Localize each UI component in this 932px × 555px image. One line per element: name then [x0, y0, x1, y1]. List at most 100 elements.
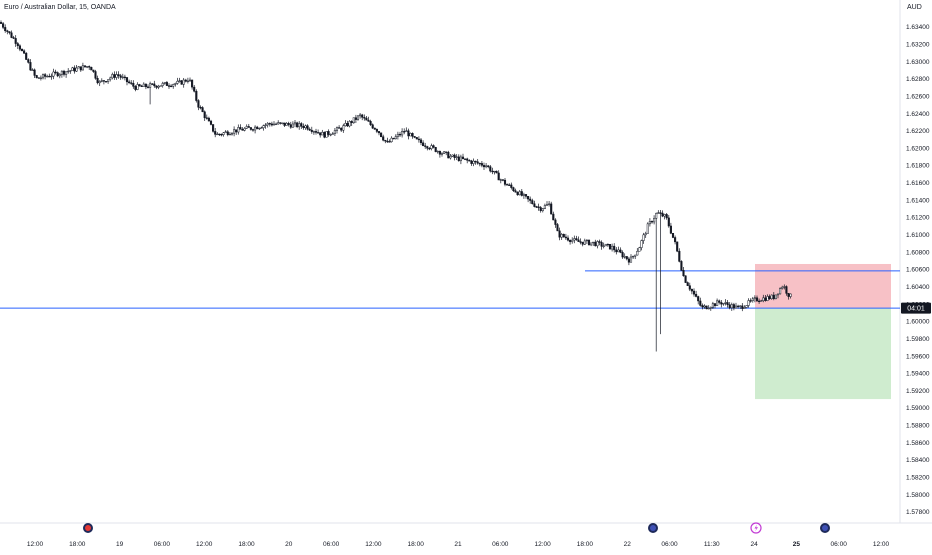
candle-body [695, 293, 698, 297]
candle-body [648, 221, 651, 225]
candle-body [430, 145, 433, 149]
candle-body [291, 123, 294, 128]
candle-body [407, 130, 410, 137]
candle-body [726, 302, 729, 305]
candle-body [264, 124, 267, 126]
candle-body [77, 66, 80, 69]
candle-body [144, 83, 147, 88]
candle-body [161, 83, 164, 86]
candle-body [619, 249, 622, 253]
price-tick-label: 1.61400 [906, 197, 930, 204]
candle-body [464, 158, 467, 160]
price-axis[interactable]: 1.63400 1.63200 1.63000 1.62800 1.62600 1.624… [906, 24, 930, 516]
take-profit-zone[interactable] [755, 308, 891, 400]
candle-body [356, 115, 360, 120]
candle-body [627, 258, 630, 263]
candle-body [415, 137, 418, 140]
candle-body [375, 129, 378, 132]
candle-body [583, 240, 586, 245]
candle-body [434, 147, 437, 152]
candle-body [237, 127, 240, 133]
candle-body [537, 206, 540, 208]
candle-body [751, 298, 754, 301]
candle-body [663, 214, 666, 217]
economic-event-markers[interactable] [83, 522, 830, 534]
candle-body [121, 76, 124, 79]
candle-body [186, 80, 189, 82]
candle-body [340, 127, 343, 131]
time-axis[interactable]: 12:00 18:00 19 06:00 12:00 18:00 20 06:00 12:00 1… [27, 541, 890, 548]
candle-body [69, 70, 72, 72]
candle-body [596, 241, 599, 247]
candle-body [369, 121, 372, 125]
candle-body [308, 128, 311, 131]
price-tick-label: 1.62400 [906, 111, 930, 118]
candle-body [422, 142, 425, 146]
candle-body [245, 126, 248, 129]
candle-body [436, 150, 439, 153]
candle-body [644, 233, 647, 236]
candle-body [745, 305, 748, 308]
candle-body [338, 127, 341, 129]
candle-body [354, 117, 357, 120]
dividend-lightning-icon[interactable] [750, 522, 762, 534]
candle-body [539, 207, 542, 212]
candle-body [235, 129, 238, 133]
time-tick-label: 18:00 [577, 541, 594, 548]
price-tick-label: 1.63400 [906, 24, 930, 31]
candle-body [611, 245, 614, 250]
candle-body [243, 128, 246, 131]
candle-body [602, 245, 605, 247]
candle-body [661, 212, 664, 217]
candle-body [703, 305, 706, 308]
candle-body [722, 303, 725, 305]
event-flag-icon[interactable] [83, 523, 93, 533]
candle-body [579, 241, 582, 243]
time-tick-label: 12:00 [365, 541, 382, 548]
symbol-title[interactable]: Euro / Australian Dollar, 15, OANDA [4, 4, 116, 11]
candle-body [344, 123, 347, 127]
candle-body [174, 83, 177, 85]
candle-body [789, 293, 792, 297]
time-tick-label: 24 [750, 541, 758, 548]
candle-body [755, 297, 759, 302]
candle-body [701, 305, 704, 308]
currency-label[interactable]: AUD [907, 4, 922, 11]
candle-body [172, 84, 175, 87]
candle-body [325, 131, 328, 138]
candle-body [44, 74, 47, 77]
candle-body [482, 165, 486, 168]
candle-body [461, 156, 465, 160]
candle-body [743, 307, 746, 309]
event-flag-icon[interactable] [648, 523, 658, 533]
event-flag-icon[interactable] [820, 523, 830, 533]
candle-body [606, 243, 609, 246]
price-tick-label: 1.62800 [906, 76, 930, 83]
price-tick-label: 1.63200 [906, 41, 930, 48]
candle-body [707, 307, 710, 310]
candle-body [205, 117, 208, 119]
time-tick-label: 12:00 [534, 541, 551, 548]
candle-body [594, 241, 597, 247]
candle-body [398, 133, 402, 136]
candle-body [109, 77, 112, 80]
candle-body [159, 85, 162, 87]
candle-body [48, 75, 51, 78]
candle-body [671, 233, 675, 238]
candle-body [138, 84, 141, 87]
candle-body [184, 79, 187, 82]
time-tick-label: 21 [454, 541, 462, 548]
candle-body [466, 158, 469, 161]
candle-body [764, 297, 767, 301]
candle-body [524, 194, 528, 197]
candle-body [262, 125, 265, 128]
time-tick-label: 20 [285, 541, 293, 548]
candle-body [424, 145, 427, 147]
price-tick-label: 1.58400 [906, 457, 930, 464]
candle-body [275, 123, 278, 126]
candle-body [562, 234, 565, 238]
candle-body [642, 234, 645, 241]
candle-body [716, 300, 719, 306]
